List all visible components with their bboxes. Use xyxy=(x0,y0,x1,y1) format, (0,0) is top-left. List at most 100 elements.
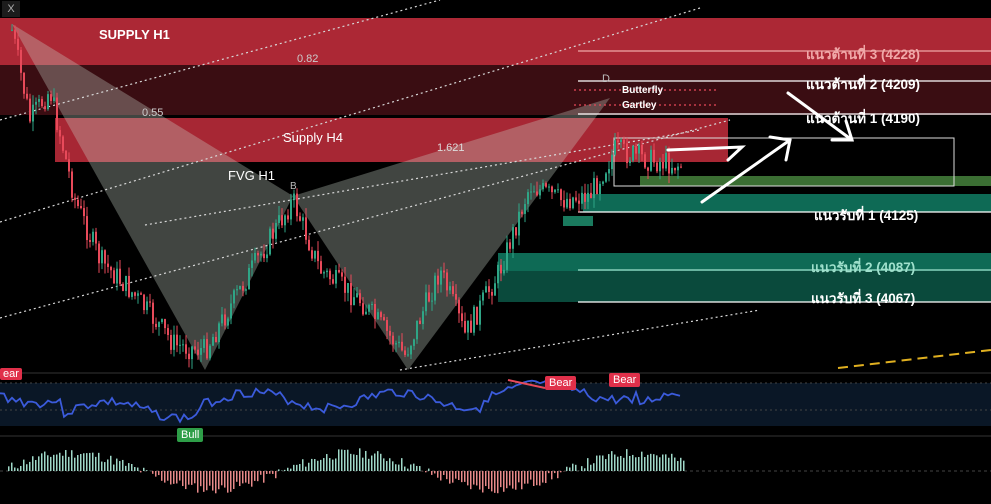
histogram-bar xyxy=(620,455,622,471)
histogram-bar xyxy=(365,450,367,471)
histogram-bar xyxy=(614,454,616,471)
histogram-bar xyxy=(437,471,439,478)
candle-body xyxy=(659,161,661,172)
candle-body xyxy=(359,293,361,304)
arrow-icon-2 xyxy=(700,135,792,204)
candle-body xyxy=(581,192,583,204)
histogram-bar xyxy=(236,471,238,482)
resistance-2-label: แนวต้านที่ 2 (4209) xyxy=(806,77,921,92)
histogram-bar xyxy=(680,457,682,471)
candle-body xyxy=(251,260,253,268)
candle-body xyxy=(80,206,82,209)
candle-body xyxy=(206,339,208,359)
histogram-bar xyxy=(440,471,442,481)
candle-body xyxy=(506,242,508,270)
candle-body xyxy=(56,97,58,131)
histogram-bar xyxy=(176,471,178,484)
candle-body xyxy=(11,29,13,31)
histogram-bar xyxy=(68,456,70,471)
histogram-bar xyxy=(524,471,526,484)
candle-body xyxy=(269,228,271,255)
histogram-bar xyxy=(407,468,409,471)
rsi-band xyxy=(0,383,991,426)
candle-body xyxy=(509,242,511,249)
histogram-bar xyxy=(527,471,529,484)
histogram-bar xyxy=(656,455,658,471)
candle-body xyxy=(170,334,172,350)
candle-body xyxy=(440,270,442,285)
candle-body xyxy=(254,252,256,261)
candle-body xyxy=(431,300,433,302)
histogram-bar xyxy=(212,471,214,491)
histogram-bar xyxy=(59,452,61,471)
candle-body xyxy=(167,328,169,335)
histogram-bar xyxy=(611,451,613,471)
histogram-bar xyxy=(155,471,157,477)
candle-body xyxy=(665,153,667,169)
candle-body xyxy=(185,344,187,354)
candle-body xyxy=(260,253,262,256)
candle-body xyxy=(194,346,196,350)
candle-body xyxy=(602,181,604,184)
histogram-bar xyxy=(41,453,43,471)
histogram-bar xyxy=(233,471,235,489)
candle-body xyxy=(395,343,397,345)
histogram-bar xyxy=(596,455,598,471)
candle-body xyxy=(41,99,43,107)
candle-body xyxy=(416,320,418,340)
histogram-bar xyxy=(200,471,202,487)
candle-body xyxy=(611,154,613,170)
fib-1621-label: 1.621 xyxy=(437,142,465,154)
histogram-bar xyxy=(293,464,295,471)
histogram-bar xyxy=(659,457,661,471)
candle-body xyxy=(353,297,355,306)
candle-body xyxy=(344,276,346,293)
candle-body xyxy=(530,191,532,193)
histogram-bar xyxy=(83,453,85,471)
candle-body xyxy=(482,292,484,301)
histogram-bar xyxy=(566,466,568,471)
histogram-bar xyxy=(356,454,358,471)
histogram-bar xyxy=(521,471,523,490)
histogram-bars xyxy=(8,448,685,494)
histogram-bar xyxy=(116,458,118,471)
candle-body xyxy=(638,144,640,154)
candle-body xyxy=(371,304,373,306)
candle-body xyxy=(104,250,106,264)
candle-body xyxy=(338,270,340,273)
candle-body xyxy=(218,323,220,343)
histogram-bar xyxy=(389,458,391,471)
histogram-bar xyxy=(158,471,160,476)
candle-body xyxy=(38,99,40,102)
histogram-bar xyxy=(677,461,679,471)
candle-body xyxy=(476,306,478,325)
candle-body xyxy=(608,169,610,174)
histogram-bar xyxy=(557,471,559,479)
histogram-bar xyxy=(227,471,229,493)
candle-body xyxy=(404,350,406,355)
histogram-bar xyxy=(239,471,241,487)
resistance-1-label: แนวต้านที่ 1 (4190) xyxy=(806,111,921,126)
candle-body xyxy=(539,189,541,196)
candle-body xyxy=(317,250,319,262)
candle-body xyxy=(221,314,223,324)
histogram-bar xyxy=(44,451,46,471)
candle-body xyxy=(434,275,436,301)
histogram-bar xyxy=(299,464,301,471)
candle-body xyxy=(20,49,22,73)
candle-body xyxy=(662,161,664,169)
candle-body xyxy=(383,317,385,321)
histogram-bar xyxy=(248,471,250,484)
candle-body xyxy=(521,211,523,214)
arrow-icon-3 xyxy=(786,91,855,142)
histogram-bar xyxy=(593,463,595,471)
candle-body xyxy=(191,346,193,360)
candle-body xyxy=(293,193,295,200)
close-icon[interactable]: X xyxy=(2,1,20,17)
histogram-bar xyxy=(653,454,655,471)
candle-body xyxy=(140,293,142,295)
candle-body xyxy=(209,345,211,359)
candle-body xyxy=(215,336,217,343)
